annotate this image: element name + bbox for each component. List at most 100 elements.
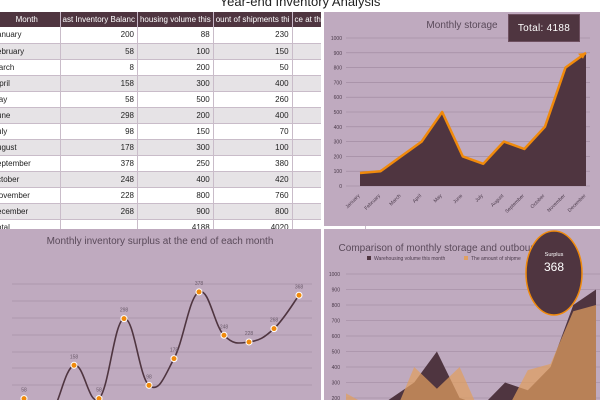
month-cell[interactable]: anuary <box>0 27 61 44</box>
monthly-storage-chart[interactable]: Monthly storage 0 100 200 300 400 500 600 700 800… <box>324 12 600 226</box>
area-series-shipments <box>346 305 596 400</box>
last-balance-cell[interactable]: 228 <box>60 187 138 204</box>
shipments-cell[interactable]: 400 <box>213 75 293 92</box>
y-tick-label: 700 <box>332 319 341 325</box>
col-month[interactable]: Month <box>0 12 61 27</box>
data-point <box>120 315 128 323</box>
month-cell[interactable]: lay <box>0 91 61 108</box>
last-balance-cell[interactable]: 268 <box>60 203 138 220</box>
surplus-callout-label: Surplus <box>545 252 564 258</box>
col-shipments[interactable]: ount of shipments thi <box>213 12 293 27</box>
table-row: .pril15830040058 <box>0 75 367 92</box>
month-cell[interactable]: lovember <box>0 187 61 204</box>
warehousing-cell[interactable]: 200 <box>137 59 214 76</box>
data-label: 378 <box>195 281 204 287</box>
table-body: anuary2008823058ebruary581001508larch820… <box>0 27 367 236</box>
table-row: anuary2008823058 <box>0 27 367 44</box>
x-tick-label: March <box>388 193 402 207</box>
last-balance-cell[interactable]: 248 <box>60 171 138 188</box>
month-cell[interactable]: ecember <box>0 203 61 220</box>
last-balance-cell[interactable]: 178 <box>60 139 138 156</box>
shipments-cell[interactable]: 420 <box>213 171 293 188</box>
col-last-balance[interactable]: ast Inventory Balanc <box>60 12 138 27</box>
data-label: 58 <box>96 388 102 394</box>
x-tick-label: July <box>474 193 485 204</box>
x-tick-label: December <box>567 193 588 214</box>
warehousing-cell[interactable]: 900 <box>137 203 214 220</box>
data-label: 178 <box>170 348 179 354</box>
warehousing-cell[interactable]: 300 <box>137 139 214 156</box>
shipments-cell[interactable]: 760 <box>213 187 293 204</box>
last-balance-cell[interactable]: 200 <box>60 27 138 44</box>
x-tick-label: February <box>364 193 383 212</box>
y-tick-label: 0 <box>339 184 342 190</box>
data-point <box>295 291 303 299</box>
shipments-cell[interactable]: 800 <box>213 203 293 220</box>
last-balance-cell[interactable]: 378 <box>60 155 138 172</box>
last-balance-cell[interactable]: 58 <box>60 43 138 60</box>
shipments-cell[interactable]: 70 <box>213 123 293 140</box>
month-cell[interactable]: uly <box>0 123 61 140</box>
y-tick-label: 300 <box>334 140 343 146</box>
y-tick-label: 400 <box>334 125 343 131</box>
table-row: une29820040098 <box>0 107 367 124</box>
shipments-cell[interactable]: 50 <box>213 59 293 76</box>
month-cell[interactable]: eptember <box>0 155 61 172</box>
data-label: 228 <box>245 331 254 337</box>
last-balance-cell[interactable]: 298 <box>60 107 138 124</box>
warehousing-cell[interactable]: 150 <box>137 123 214 140</box>
y-tick-label: 300 <box>332 381 341 387</box>
comparison-svg: Comparison of monthly storage and outbou… <box>329 230 600 400</box>
last-balance-cell[interactable]: 8 <box>60 59 138 76</box>
y-tick-label: 1000 <box>329 272 340 278</box>
month-cell[interactable]: larch <box>0 59 61 76</box>
surplus-callout-value: 368 <box>544 260 564 274</box>
last-balance-cell[interactable]: 58 <box>60 91 138 108</box>
shipments-cell[interactable]: 100 <box>213 139 293 156</box>
shipments-cell[interactable]: 400 <box>213 107 293 124</box>
chart-title: Comparison of monthly storage and outbou… <box>339 243 542 254</box>
legend-swatch-warehousing <box>367 256 371 260</box>
month-cell[interactable]: une <box>0 107 61 124</box>
area-series-warehousing <box>360 52 586 186</box>
month-cell[interactable]: ebruary <box>0 43 61 60</box>
shipments-cell[interactable]: 260 <box>213 91 293 108</box>
y-tick-label: 200 <box>332 396 341 400</box>
last-balance-cell[interactable]: 98 <box>60 123 138 140</box>
month-cell[interactable]: ugust <box>0 139 61 156</box>
month-cell[interactable]: ctober <box>0 171 61 188</box>
data-point <box>95 395 103 400</box>
surplus-chart[interactable]: Monthly inventory surplus at the end of … <box>0 229 321 400</box>
last-balance-cell[interactable]: 158 <box>60 75 138 92</box>
warehousing-cell[interactable]: 300 <box>137 75 214 92</box>
y-tick-label: 900 <box>332 288 341 294</box>
data-label: 268 <box>270 318 279 324</box>
warehousing-cell[interactable]: 500 <box>137 91 214 108</box>
warehousing-cell[interactable]: 250 <box>137 155 214 172</box>
data-label: 368 <box>295 284 304 290</box>
shipments-cell[interactable]: 150 <box>213 43 293 60</box>
data-point <box>270 325 278 333</box>
month-cell[interactable]: .pril <box>0 75 61 92</box>
x-tick-label: August <box>490 193 506 209</box>
surplus-svg: Monthly inventory surplus at the end of … <box>12 236 312 400</box>
data-point <box>20 395 28 400</box>
line-series-warehousing <box>359 51 587 175</box>
col-warehousing[interactable]: housing volume this <box>137 12 214 27</box>
x-tick-label: September <box>504 193 526 215</box>
warehousing-cell[interactable]: 100 <box>137 43 214 60</box>
warehousing-cell[interactable]: 200 <box>137 107 214 124</box>
table-row: lay58500260298 <box>0 91 367 108</box>
shipments-cell[interactable]: 230 <box>213 27 293 44</box>
warehousing-cell[interactable]: 400 <box>137 171 214 188</box>
shipments-cell[interactable]: 380 <box>213 155 293 172</box>
page-title: Year-end Inventory Analysis <box>219 0 381 9</box>
warehousing-cell[interactable]: 800 <box>137 187 214 204</box>
warehousing-cell[interactable]: 88 <box>137 27 214 44</box>
table-row: larch820050158 <box>0 59 367 76</box>
data-point <box>195 288 203 296</box>
comparison-chart[interactable]: Comparison of monthly storage and outbou… <box>324 229 600 400</box>
legend-label-shipments: The amount of shipme <box>471 256 521 262</box>
arrow-head-icon <box>578 52 586 59</box>
